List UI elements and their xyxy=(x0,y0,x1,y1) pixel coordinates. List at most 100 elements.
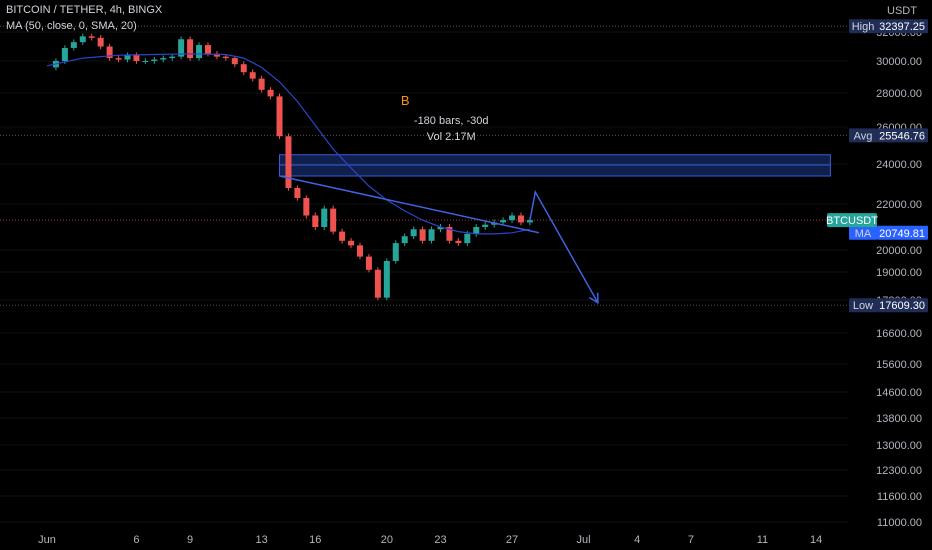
candle-body xyxy=(213,53,220,57)
candle-body xyxy=(365,256,372,270)
projection-arrow-path[interactable] xyxy=(529,189,599,304)
x-tick-label: 6 xyxy=(133,534,139,546)
y-tick-label: 13800.00 xyxy=(876,413,922,425)
candle-body xyxy=(79,36,86,43)
y-tick-label: 28000.00 xyxy=(876,88,922,100)
y-tick-label: 22000.00 xyxy=(876,199,922,211)
grid-lines xyxy=(0,31,848,523)
candle-body xyxy=(178,39,185,57)
candle-body xyxy=(330,208,337,232)
price-tag-label: High xyxy=(852,21,875,33)
symbol-tag-label: BTCUSDT xyxy=(826,215,878,227)
candle-body xyxy=(303,198,310,216)
candle-body xyxy=(446,227,453,241)
y-tick-label: 16600.00 xyxy=(876,328,922,340)
candle-body xyxy=(339,231,346,241)
candle-body xyxy=(222,56,229,59)
candle-body xyxy=(374,269,381,298)
currency-label: USDT xyxy=(887,5,917,17)
bars-range-label: -180 bars, -30d xyxy=(414,115,489,127)
candle-body xyxy=(115,58,122,60)
indicator-legend[interactable]: MA (50, close, 0, SMA, 20) xyxy=(6,20,137,32)
candle-body xyxy=(526,220,533,223)
bitcoin-icon: B xyxy=(401,93,410,108)
candle-body xyxy=(169,56,176,59)
candle-body xyxy=(312,215,319,227)
y-tick-label: 15600.00 xyxy=(876,359,922,371)
price-tag-value: 17609.30 xyxy=(879,300,925,312)
candle-body xyxy=(258,78,265,90)
price-marker-tags: High 32397.25 Avg 25546.76 MA 20749.81 Low 1760… xyxy=(826,19,928,313)
moving-average-line xyxy=(46,53,531,235)
candle-body xyxy=(392,243,399,261)
candle-body xyxy=(61,47,68,61)
x-tick-label: 4 xyxy=(634,534,640,546)
symbol-legend[interactable]: BITCOIN / TETHER, 4h, BINGX xyxy=(6,4,163,16)
candle-body xyxy=(410,229,417,237)
candle-body xyxy=(187,39,194,59)
x-tick-label: 23 xyxy=(434,534,446,546)
y-tick-label: 24000.00 xyxy=(876,159,922,171)
y-tick-label: 20000.00 xyxy=(876,245,922,257)
candle-body xyxy=(196,45,203,59)
y-tick-label: 11000.00 xyxy=(877,517,922,529)
candle-body xyxy=(321,208,328,227)
candle-body xyxy=(124,55,131,60)
candle-body xyxy=(97,37,104,47)
x-tick-label: Jun xyxy=(38,534,56,546)
price-axis[interactable]: 32000.0030000.0028000.0026000.0024000.00… xyxy=(876,27,922,529)
x-tick-label: 9 xyxy=(187,534,193,546)
price-tag-label: Avg xyxy=(854,130,873,142)
price-tag-value: 25546.76 xyxy=(879,130,925,142)
candle-body xyxy=(267,89,274,97)
y-tick-label: 11600.00 xyxy=(877,491,922,503)
y-tick-label: 12300.00 xyxy=(876,465,922,477)
price-tag-label: Low xyxy=(853,300,873,312)
projection-arrowhead xyxy=(589,292,599,305)
candlestick-series xyxy=(52,33,533,301)
x-tick-label: 20 xyxy=(381,534,393,546)
candle-body xyxy=(357,245,364,257)
candle-body xyxy=(473,227,480,234)
price-tag-high: High 32397.25 xyxy=(849,19,928,34)
candle-body xyxy=(106,46,113,59)
candle-body xyxy=(455,240,462,244)
trendline[interactable] xyxy=(279,175,540,234)
x-tick-label: 11 xyxy=(757,534,768,546)
candle-body xyxy=(285,136,292,188)
candle-body xyxy=(383,261,390,298)
candle-body xyxy=(133,55,140,61)
candle-body xyxy=(419,229,426,241)
candle-body xyxy=(204,45,211,54)
x-tick-label: 27 xyxy=(506,534,518,546)
price-tag-low: Low 17609.30 xyxy=(849,298,928,313)
y-tick-label: 19000.00 xyxy=(876,267,922,279)
y-tick-label: 13000.00 xyxy=(876,440,922,452)
candle-body xyxy=(517,215,524,223)
candle-body xyxy=(142,61,149,62)
x-tick-label: 14 xyxy=(810,534,822,546)
candle-body xyxy=(70,42,77,48)
candle-body xyxy=(160,58,167,60)
candle-body xyxy=(500,220,507,223)
candle-body xyxy=(401,236,408,244)
candle-body xyxy=(464,233,471,244)
price-tag-label: MA xyxy=(855,228,872,240)
candle-body xyxy=(151,59,158,61)
y-tick-label: 30000.00 xyxy=(876,56,922,68)
candle-body xyxy=(88,36,95,38)
candle-body xyxy=(294,188,301,198)
candle-body xyxy=(428,229,435,241)
price-tag-avg: Avg 25546.76 xyxy=(849,128,928,143)
x-tick-label: 16 xyxy=(309,534,321,546)
y-tick-label: 14600.00 xyxy=(876,387,922,399)
price-tag-ma: MA 20749.81 xyxy=(849,225,928,240)
symbol-price-tag: BTCUSDT xyxy=(826,213,878,228)
time-axis[interactable]: Jun 6 9 13 16 20 23 27 Jul 4 7 11 14 xyxy=(38,534,822,546)
x-tick-label: 7 xyxy=(688,534,694,546)
candle-body xyxy=(240,64,247,73)
price-tag-value: 32397.25 xyxy=(879,21,925,33)
bar-count-annotation: B -180 bars, -30d Vol 2.17M xyxy=(401,93,489,143)
candle-body xyxy=(437,227,444,230)
